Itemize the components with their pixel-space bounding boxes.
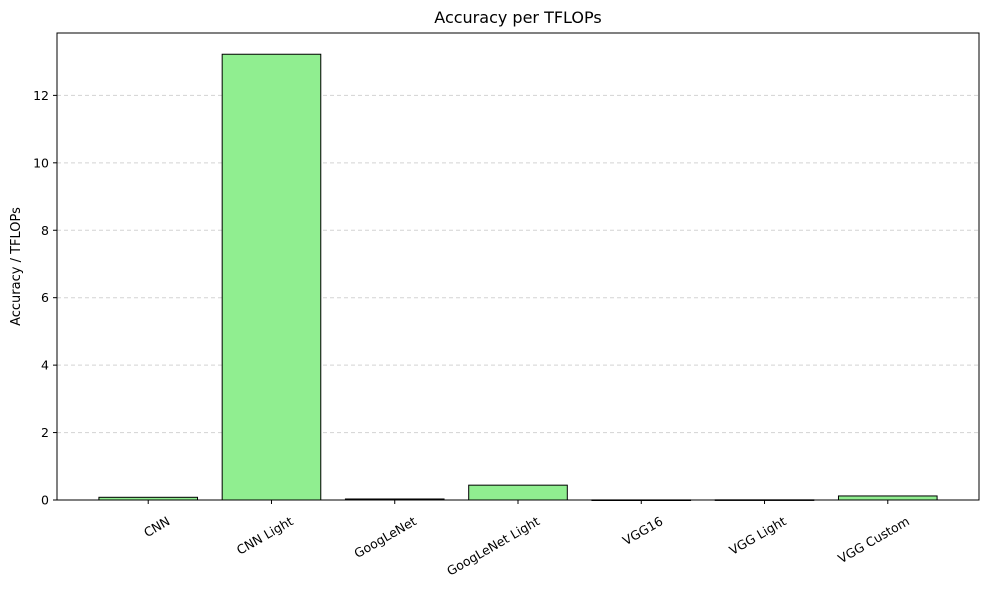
y-tick-label: 0 [41,493,49,508]
x-axis-ticks: CNN CNN Light GoogLeNet GoogLeNet Light VGG1… [141,500,912,579]
plot-frame [56,32,980,501]
x-tick-label: GoogLeNet [351,513,419,561]
y-axis-label: Accuracy / TFLOPs [9,207,24,326]
x-tick-label: VGG Custom [835,513,912,566]
x-tick-label: CNN [141,513,172,540]
y-axis-ticks: 0 2 4 6 8 10 12 [33,88,57,508]
x-tick-label: CNN Light [234,513,296,557]
bars [98,53,938,501]
x-tick-label: VGG16 [620,513,665,548]
grid-lines [57,94,979,434]
x-tick-label: GoogLeNet Light [444,513,542,578]
bar-googlenet-light [468,484,568,501]
y-tick-label: 8 [41,223,49,238]
y-tick-label: 12 [33,88,49,103]
y-tick-label: 4 [41,358,49,373]
bar-vgg-custom [837,495,938,501]
chart-title: Accuracy per TFLOPs [434,8,601,27]
bar-cnn-light [221,53,322,501]
y-tick-label: 6 [41,290,49,305]
y-tick-label: 2 [41,425,49,440]
y-tick-label: 10 [33,155,49,170]
x-tick-label: VGG Light [727,513,789,558]
